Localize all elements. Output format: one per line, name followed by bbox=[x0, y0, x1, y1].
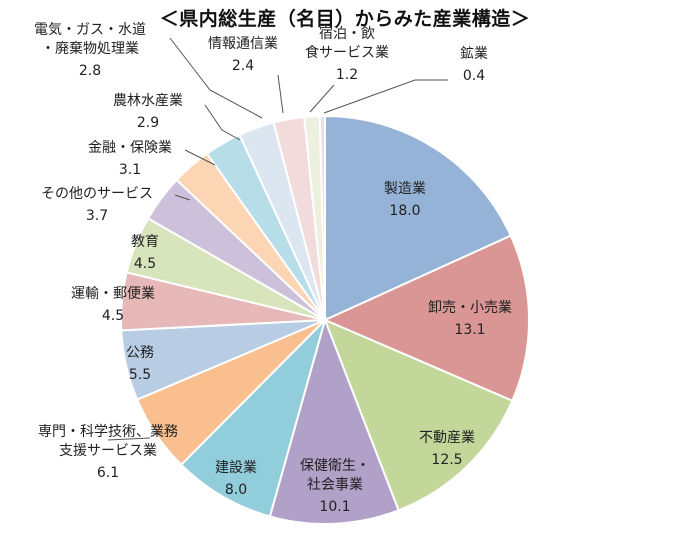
slice-label-5: 建設業 8.0 bbox=[215, 460, 257, 498]
slice-value-16: 0.4 bbox=[463, 68, 485, 84]
slice-label-2: 卸売・小売業 13.1 bbox=[428, 300, 512, 338]
slice-label-1: 製造業 18.0 bbox=[384, 181, 426, 219]
slice-value-14: 2.4 bbox=[232, 58, 254, 74]
slice-value-12: 2.9 bbox=[137, 115, 159, 131]
leader-line-15 bbox=[309, 84, 335, 113]
slice-label-3: 不動産業 12.5 bbox=[419, 430, 475, 468]
slice-value-4: 10.1 bbox=[319, 499, 350, 515]
slice-value-6: 6.1 bbox=[97, 465, 119, 481]
slice-value-2: 13.1 bbox=[454, 322, 485, 338]
leader-line-16 bbox=[323, 79, 448, 114]
chart-title: ＜県内総生産（名目）からみた産業構造＞ bbox=[159, 8, 531, 30]
slice-value-10: 3.7 bbox=[86, 208, 108, 224]
slice-value-5: 8.0 bbox=[225, 482, 247, 498]
pie-slice-16 bbox=[318, 114, 326, 321]
slice-label-13: 電気・ガス・水道・廃棄物処理業 2.8 bbox=[34, 22, 146, 79]
slice-label-11: 金融・保険業 3.1 bbox=[88, 140, 172, 178]
pie-slice-3 bbox=[323, 318, 514, 512]
slice-value-11: 3.1 bbox=[119, 162, 141, 178]
leader-line-10 bbox=[174, 194, 191, 201]
slice-label-7: 公務 5.5 bbox=[126, 345, 154, 383]
slice-value-13: 2.8 bbox=[79, 63, 101, 79]
slice-value-9: 4.5 bbox=[134, 256, 156, 272]
leader-line-6 bbox=[107, 437, 151, 441]
slice-label-9: 教育 4.5 bbox=[131, 234, 159, 272]
slice-label-12: 農林水産業 2.9 bbox=[113, 93, 183, 131]
slice-value-7: 5.5 bbox=[129, 367, 151, 383]
slice-label-6: 専門・科学技術、業務支援サービス業 6.1 bbox=[38, 424, 178, 481]
slice-label-16: 鉱業 0.4 bbox=[460, 45, 488, 84]
slice-label-14: 情報通信業 2.4 bbox=[208, 36, 278, 74]
slice-value-3: 12.5 bbox=[431, 452, 462, 468]
slice-label-10: その他のサービス 3.7 bbox=[41, 186, 153, 224]
slice-value-1: 18.0 bbox=[389, 203, 420, 219]
slice-value-15: 1.2 bbox=[336, 67, 358, 83]
slice-label-8: 運輸・郵便業 4.5 bbox=[71, 286, 155, 324]
pie-slice-4 bbox=[268, 316, 400, 525]
pie-slice-2 bbox=[322, 234, 530, 403]
leader-line-14 bbox=[277, 74, 284, 114]
slice-label-15: 宿泊・飲食サービス業 1.2 bbox=[305, 25, 389, 83]
pie-slice-1 bbox=[324, 114, 513, 322]
slice-label-4: 保健衛生・社会事業 10.1 bbox=[300, 458, 370, 515]
leader-line-12 bbox=[204, 104, 241, 141]
leader-line-13 bbox=[169, 37, 263, 119]
slice-value-8: 4.5 bbox=[102, 308, 124, 324]
leader-line-11 bbox=[184, 149, 216, 166]
pie-slice-5 bbox=[179, 316, 328, 518]
